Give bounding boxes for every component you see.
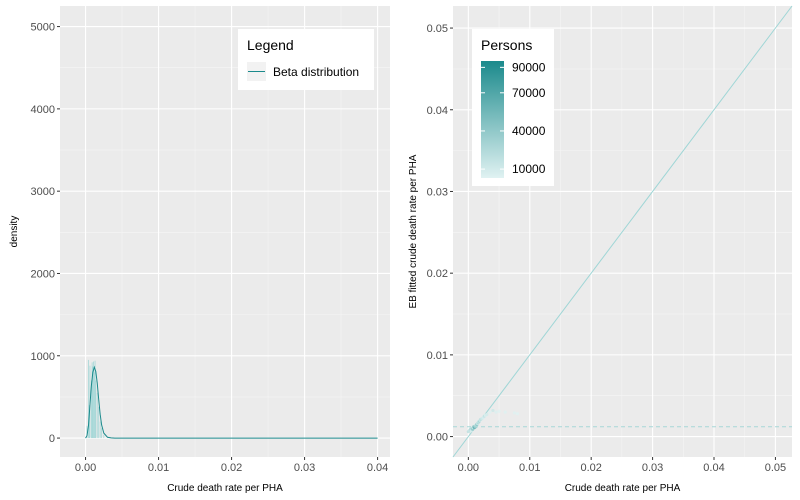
histogram-bar <box>91 362 93 439</box>
x-tick-label: 0.01 <box>148 462 169 474</box>
density-x-ticks: 0.00 0.01 0.02 0.03 0.04 <box>75 457 388 474</box>
density-legend-label: Beta distribution <box>273 65 359 79</box>
x-tick-label: 0.03 <box>294 462 315 474</box>
scatter-legend: Persons 90000 70000 40000 10000 <box>472 29 554 186</box>
beta-distribution-line <box>85 365 378 439</box>
y-tick-label: 1000 <box>31 351 55 363</box>
density-series <box>85 365 378 439</box>
histogram-bar <box>92 366 94 439</box>
pha-point <box>494 410 498 414</box>
histogram-bar <box>98 406 100 439</box>
y-tick-label: 0.04 <box>427 105 448 117</box>
pha-point <box>503 410 507 414</box>
y-tick-label: 4000 <box>31 104 55 116</box>
colorbar-labels: 90000 70000 40000 10000 <box>481 60 546 176</box>
histogram-bar <box>99 421 101 439</box>
x-tick-label: 0.01 <box>519 462 540 474</box>
x-tick-label: 0.05 <box>765 462 786 474</box>
colorbar-label: 70000 <box>512 86 546 100</box>
pha-point <box>515 412 520 416</box>
scatter-y-axis-title: EB fitted crude death rate per PHA <box>408 154 419 308</box>
colorbar-label: 10000 <box>512 162 546 176</box>
scatter-y-ticks: 0.00 0.01 0.02 0.03 0.04 0.05 <box>427 23 453 444</box>
y-tick-label: 0.01 <box>427 350 448 362</box>
pha-point <box>491 408 495 413</box>
histogram-bar <box>93 372 95 439</box>
y-tick-label: 2000 <box>31 268 55 280</box>
scatter-points <box>466 408 520 434</box>
histogram-bar <box>95 380 97 439</box>
density-legend: Legend Beta distribution <box>238 29 374 90</box>
scatter-reference-lines <box>452 5 793 458</box>
density-panel: 0.00 0.01 0.02 0.03 0.04 0 1000 2000 3000 4000 50… <box>9 6 390 494</box>
density-y-ticks: 0 1000 2000 3000 4000 5000 <box>31 22 60 445</box>
density-y-axis-title: density <box>9 216 20 248</box>
density-x-axis-title: Crude death rate per PHA <box>167 483 283 494</box>
x-tick-label: 0.03 <box>642 462 663 474</box>
colorbar-label: 90000 <box>512 60 546 74</box>
x-tick-label: 0.04 <box>367 462 388 474</box>
histogram-bar <box>96 392 98 439</box>
histogram-bar <box>103 434 105 439</box>
pha-point <box>497 409 501 413</box>
density-gridlines <box>60 6 390 457</box>
y-tick-label: 0 <box>49 433 55 445</box>
histogram-bar <box>93 361 94 439</box>
x-tick-label: 0.00 <box>75 462 96 474</box>
scatter-panel: 0.00 0.01 0.02 0.03 0.04 0.05 0.000.010.020.0… <box>408 5 793 494</box>
persons-colorbar <box>481 61 504 178</box>
y-tick-label: 0.00 <box>427 432 448 444</box>
scatter-x-axis-title: Crude death rate per PHA <box>565 483 681 494</box>
histogram-bar <box>94 360 96 439</box>
histogram-bar <box>90 380 92 439</box>
x-tick-label: 0.02 <box>221 462 242 474</box>
x-tick-label: 0.04 <box>703 462 724 474</box>
histogram-bar <box>88 359 89 439</box>
identity-line <box>452 5 793 458</box>
y-tick-label: 0.03 <box>427 186 448 198</box>
scatter-x-ticks: 0.00 0.01 0.02 0.03 0.04 0.05 <box>458 457 786 474</box>
colorbar-label: 40000 <box>512 124 546 138</box>
density-legend-title: Legend <box>247 37 294 53</box>
pha-point <box>488 410 492 414</box>
histogram-bar <box>86 425 88 439</box>
x-tick-label: 0.02 <box>580 462 601 474</box>
x-tick-label: 0.00 <box>458 462 479 474</box>
y-tick-label: 0.05 <box>427 23 448 35</box>
histogram-bar <box>101 428 103 439</box>
y-tick-label: 0.02 <box>427 268 448 280</box>
pha-point <box>485 412 489 417</box>
y-tick-label: 3000 <box>31 186 55 198</box>
y-tick-label: 5000 <box>31 22 55 34</box>
pha-point <box>512 411 517 415</box>
scatter-gridlines <box>453 6 792 457</box>
scatter-legend-title: Persons <box>481 37 532 53</box>
